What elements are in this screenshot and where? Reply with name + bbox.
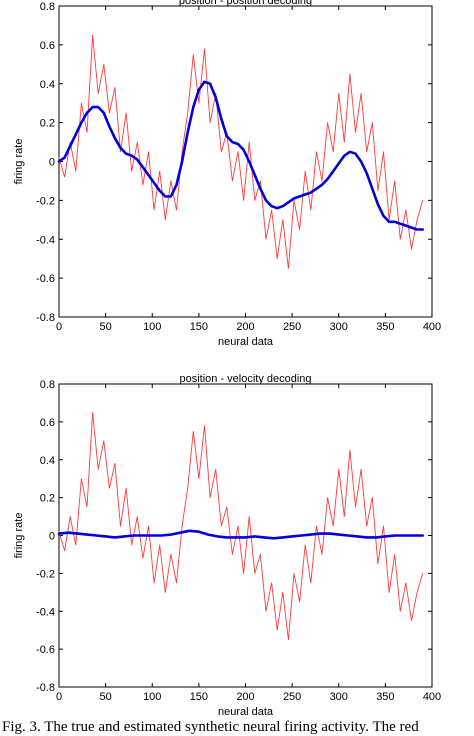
x-tick-label: 0 bbox=[56, 321, 62, 333]
axes-frame bbox=[58, 383, 433, 688]
true-signal-line bbox=[58, 34, 424, 269]
y-axis-label: firing rate bbox=[13, 139, 25, 185]
x-tick-label: 50 bbox=[100, 321, 112, 333]
figure-caption: Fig. 3. The true and estimated synthetic… bbox=[2, 719, 419, 735]
y-tick-label: 0.6 bbox=[40, 417, 55, 429]
x-tick-label: 400 bbox=[423, 691, 441, 703]
x-tick-label: 200 bbox=[236, 691, 254, 703]
decoded-signal-line bbox=[57, 529, 425, 540]
chart-title: position - velocity decoding bbox=[179, 373, 311, 385]
x-tick-label: 0 bbox=[56, 691, 62, 703]
x-tick-label: 100 bbox=[143, 691, 161, 703]
chart-title: position - position decoding bbox=[179, 0, 312, 7]
x-tick-label: 400 bbox=[423, 321, 441, 333]
x-tick-label: 250 bbox=[283, 691, 301, 703]
x-tick-label: 250 bbox=[283, 321, 301, 333]
x-tick-label: 350 bbox=[376, 691, 394, 703]
y-tick-label: -0.4 bbox=[36, 234, 55, 246]
decoded-signal-line bbox=[57, 80, 425, 231]
y-tick-label: 0.8 bbox=[40, 379, 55, 391]
y-tick-label: 0.2 bbox=[40, 118, 55, 130]
plot-position-velocity-decoding: position - velocity decoding 0 50 100 150 200… bbox=[13, 373, 441, 718]
y-axis-label: firing rate bbox=[13, 513, 25, 559]
y-tick-label: 0.6 bbox=[40, 40, 55, 52]
plot-position-position-decoding: position - position decoding 0 50 100 150 200… bbox=[13, 0, 441, 348]
x-tick-label: 150 bbox=[190, 691, 208, 703]
y-tick-label: -0.6 bbox=[36, 273, 55, 285]
x-tick-label: 50 bbox=[100, 691, 112, 703]
x-tick-label: 300 bbox=[330, 691, 348, 703]
y-tick-label: 0 bbox=[49, 157, 55, 169]
y-tick-label: 0.4 bbox=[40, 455, 55, 467]
y-tick-label: -0.2 bbox=[36, 568, 55, 580]
x-tick-label: 300 bbox=[330, 321, 348, 333]
y-tick-label: 0.4 bbox=[40, 79, 55, 91]
y-tick-label: 0.8 bbox=[40, 1, 55, 13]
x-axis-label: neural data bbox=[218, 706, 274, 718]
y-tick-label: -0.2 bbox=[36, 195, 55, 207]
x-tick-label: 100 bbox=[143, 321, 161, 333]
true-signal-line bbox=[58, 411, 424, 641]
y-tick-label: 0.2 bbox=[40, 493, 55, 505]
x-tick-label: 200 bbox=[236, 321, 254, 333]
x-tick-label: 350 bbox=[376, 321, 394, 333]
x-axis-label: neural data bbox=[218, 336, 274, 348]
axes-frame bbox=[58, 5, 433, 318]
y-tick-label: -0.4 bbox=[36, 606, 55, 618]
y-tick-label: -0.8 bbox=[36, 682, 55, 694]
y-tick-label: -0.8 bbox=[36, 312, 55, 324]
y-tick-label: -0.6 bbox=[36, 644, 55, 656]
y-tick-label: 0 bbox=[49, 531, 55, 543]
x-tick-label: 150 bbox=[190, 321, 208, 333]
